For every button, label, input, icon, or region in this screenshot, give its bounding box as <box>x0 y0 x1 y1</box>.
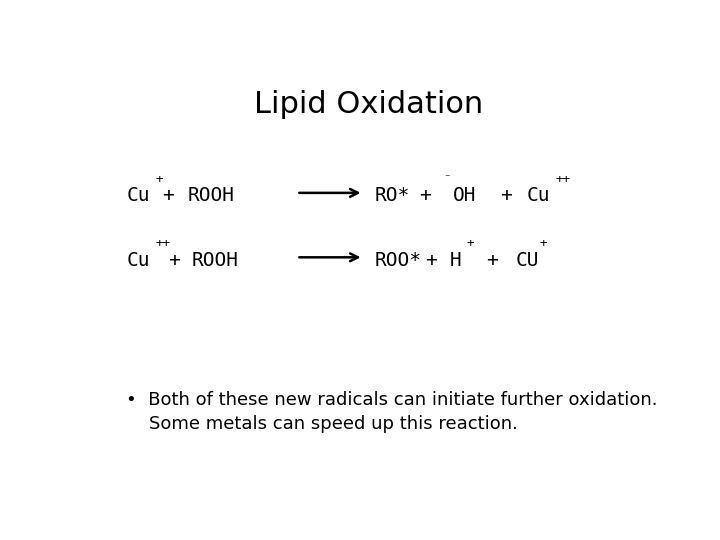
Text: ++: ++ <box>555 173 570 186</box>
Text: Cu: Cu <box>526 186 550 205</box>
Text: CU: CU <box>516 251 539 269</box>
Text: +: + <box>163 186 174 205</box>
Text: +: + <box>540 237 547 250</box>
Text: RO*: RO* <box>374 186 410 205</box>
Text: Cu: Cu <box>126 251 150 269</box>
Text: +: + <box>467 237 474 250</box>
Text: Some metals can speed up this reaction.: Some metals can speed up this reaction. <box>126 415 518 434</box>
Text: ROO*: ROO* <box>374 251 422 269</box>
Text: +: + <box>168 251 180 269</box>
Text: Cu: Cu <box>126 186 150 205</box>
Text: H: H <box>450 251 462 269</box>
Text: +: + <box>486 251 498 269</box>
Text: ++: ++ <box>156 237 171 250</box>
Text: Lipid Oxidation: Lipid Oxidation <box>254 90 484 119</box>
Text: •  Both of these new radicals can initiate further oxidation.: • Both of these new radicals can initiat… <box>126 390 658 409</box>
Text: ROOH: ROOH <box>188 186 235 205</box>
Text: +: + <box>419 186 431 205</box>
Text: +: + <box>500 186 512 205</box>
Text: ROOH: ROOH <box>192 251 239 269</box>
Text: +: + <box>425 251 436 269</box>
Text: OH: OH <box>454 186 477 205</box>
Text: +: + <box>156 173 163 186</box>
Text: ⁻: ⁻ <box>444 173 451 186</box>
